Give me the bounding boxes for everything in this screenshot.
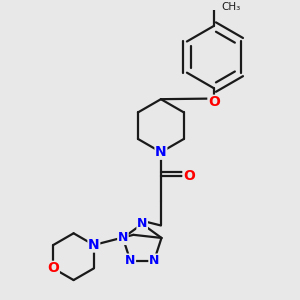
Text: N: N <box>88 238 100 252</box>
Text: O: O <box>208 95 220 109</box>
Text: N: N <box>137 218 147 230</box>
Text: N: N <box>155 145 167 159</box>
Text: CH₃: CH₃ <box>222 2 241 12</box>
Text: O: O <box>47 261 59 275</box>
Text: N: N <box>149 254 159 267</box>
Text: O: O <box>183 169 195 183</box>
Text: N: N <box>125 254 136 267</box>
Text: N: N <box>118 231 128 244</box>
